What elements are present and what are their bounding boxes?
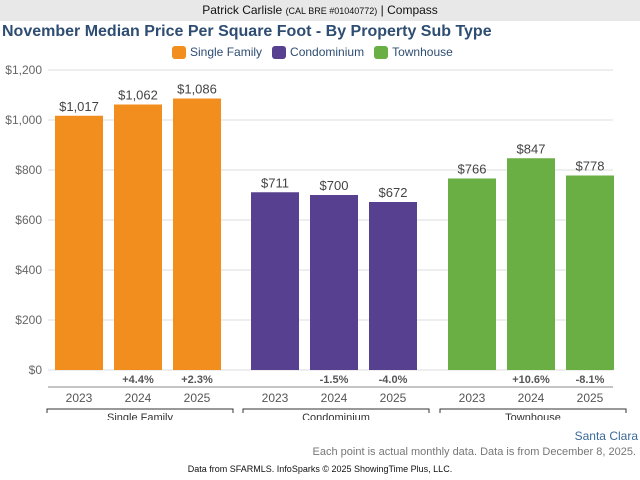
x-tick-label: 2023 bbox=[459, 391, 486, 405]
legend-swatch-townhouse bbox=[374, 45, 389, 59]
bar bbox=[251, 192, 299, 370]
bar bbox=[55, 115, 103, 370]
change-label: +10.6% bbox=[512, 374, 550, 386]
bar bbox=[114, 104, 162, 370]
x-tick-label: 2024 bbox=[518, 391, 545, 405]
y-tick-label: $200 bbox=[15, 313, 42, 327]
y-tick-label: $800 bbox=[15, 163, 42, 177]
x-tick-label: 2025 bbox=[380, 391, 407, 405]
group-bracket bbox=[46, 408, 234, 413]
legend-swatch-single-family bbox=[172, 45, 186, 59]
group-label: Townhouse bbox=[505, 412, 561, 420]
change-label: -8.1% bbox=[576, 374, 605, 386]
chart-title: November Median Price Per Square Foot - … bbox=[2, 23, 492, 40]
agent-name: Patrick Carlisle bbox=[202, 3, 283, 17]
bar bbox=[566, 175, 614, 370]
legend-swatch-condominium bbox=[272, 45, 287, 59]
data-note: Each point is actual monthly data. Data … bbox=[312, 446, 636, 458]
data-label: $1,017 bbox=[59, 99, 99, 114]
group-label: Single Family bbox=[107, 412, 174, 420]
data-source: Data from SFARMLS. InfoSparks © 2025 Sho… bbox=[187, 464, 453, 474]
change-label: +2.3% bbox=[181, 374, 213, 386]
bar bbox=[310, 195, 358, 370]
bar-chart: $0 $200 $400 $600 $800 $1,000 $1,200 $1,017 2023… bbox=[5, 63, 627, 420]
bar bbox=[173, 98, 221, 370]
y-tick-label: $1,000 bbox=[5, 113, 42, 127]
bar bbox=[507, 158, 555, 370]
y-tick-label: $600 bbox=[15, 213, 42, 227]
location-label: Santa Clara bbox=[574, 429, 638, 443]
group-bracket bbox=[242, 408, 430, 413]
header-separator: | bbox=[380, 3, 384, 17]
brokerage-name: Compass bbox=[387, 3, 438, 17]
y-tick-label: $1,200 bbox=[5, 63, 42, 77]
change-label: -1.5% bbox=[320, 374, 349, 386]
legend-label: Townhouse bbox=[392, 45, 453, 59]
legend-item-condominium[interactable]: Condominium bbox=[272, 45, 364, 59]
bar bbox=[369, 202, 417, 370]
y-tick-label: $400 bbox=[15, 263, 42, 277]
legend-item-townhouse[interactable]: Townhouse bbox=[374, 45, 453, 59]
group-bracket bbox=[439, 408, 627, 413]
x-tick-label: 2023 bbox=[66, 391, 93, 405]
x-tick-label: 2025 bbox=[577, 391, 604, 405]
data-label: $711 bbox=[261, 175, 289, 190]
data-label: $672 bbox=[379, 185, 408, 200]
x-tick-label: 2025 bbox=[184, 391, 211, 405]
legend-label: Condominium bbox=[290, 45, 365, 59]
change-label: -4.0% bbox=[379, 374, 408, 386]
group-label: Condominium bbox=[302, 412, 370, 420]
data-label: $778 bbox=[576, 159, 605, 174]
license-number: (CAL BRE #01040772) bbox=[285, 6, 378, 16]
x-tick-label: 2024 bbox=[125, 391, 152, 405]
legend-label: Single Family bbox=[190, 45, 263, 59]
chart-legend: Single Family Condominium Townhouse bbox=[172, 45, 453, 59]
x-tick-label: 2024 bbox=[321, 391, 348, 405]
y-tick-label: $0 bbox=[29, 363, 43, 377]
data-label: $766 bbox=[458, 162, 487, 177]
data-label: $1,086 bbox=[177, 82, 217, 97]
data-label: $1,062 bbox=[118, 88, 158, 103]
legend-item-single-family[interactable]: Single Family bbox=[172, 45, 262, 59]
bar bbox=[448, 178, 496, 370]
data-label: $847 bbox=[517, 141, 546, 156]
x-tick-label: 2023 bbox=[262, 391, 289, 405]
change-label: +4.4% bbox=[122, 374, 154, 386]
data-label: $700 bbox=[320, 178, 349, 193]
header-bar: Patrick Carlisle (CAL BRE #01040772) | C… bbox=[0, 0, 640, 21]
